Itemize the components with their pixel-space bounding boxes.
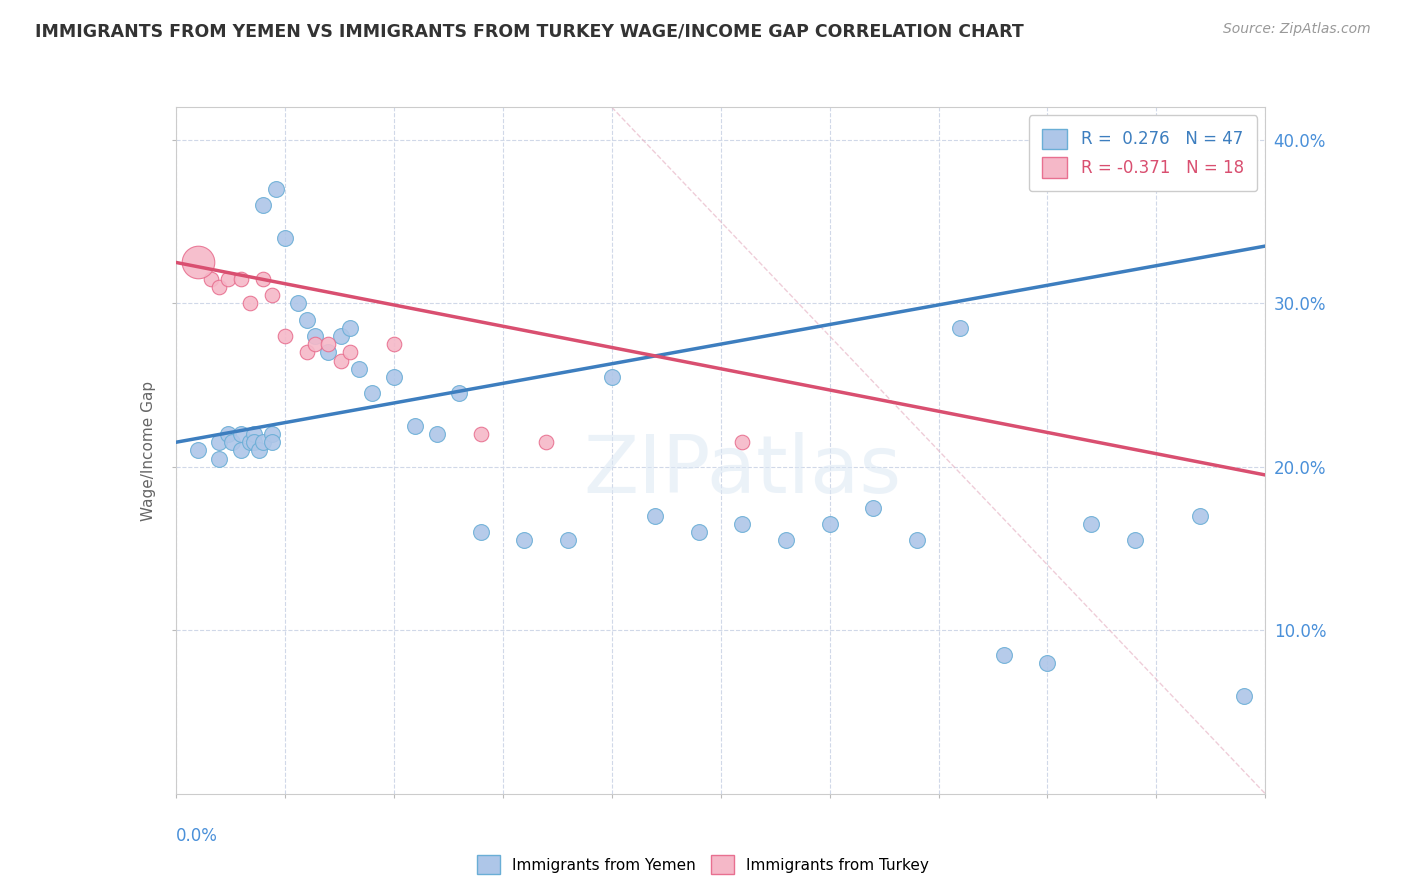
Point bbox=[200, 271, 222, 285]
Point bbox=[217, 427, 239, 442]
Point bbox=[208, 280, 231, 294]
Point bbox=[186, 255, 209, 269]
Point bbox=[264, 182, 287, 196]
Point bbox=[243, 435, 266, 450]
Point bbox=[260, 288, 283, 302]
Point bbox=[993, 648, 1015, 662]
Point bbox=[274, 329, 297, 343]
Point bbox=[775, 533, 797, 548]
Point bbox=[231, 443, 253, 458]
Point bbox=[557, 533, 579, 548]
Text: ZIPatlas: ZIPatlas bbox=[583, 432, 901, 510]
Point bbox=[252, 198, 274, 212]
Point bbox=[239, 296, 262, 310]
Point bbox=[447, 386, 470, 401]
Legend: Immigrants from Yemen, Immigrants from Turkey: Immigrants from Yemen, Immigrants from T… bbox=[471, 849, 935, 880]
Point bbox=[339, 321, 361, 335]
Point bbox=[360, 386, 382, 401]
Point bbox=[905, 533, 928, 548]
Y-axis label: Wage/Income Gap: Wage/Income Gap bbox=[141, 380, 156, 521]
Point bbox=[644, 508, 666, 523]
Point bbox=[295, 345, 318, 359]
Point bbox=[247, 443, 270, 458]
Point bbox=[1036, 656, 1059, 670]
Text: IMMIGRANTS FROM YEMEN VS IMMIGRANTS FROM TURKEY WAGE/INCOME GAP CORRELATION CHAR: IMMIGRANTS FROM YEMEN VS IMMIGRANTS FROM… bbox=[35, 22, 1024, 40]
Legend: R =  0.276   N = 47, R = -0.371   N = 18: R = 0.276 N = 47, R = -0.371 N = 18 bbox=[1029, 115, 1257, 191]
Point bbox=[208, 451, 231, 466]
Point bbox=[221, 435, 243, 450]
Point bbox=[470, 427, 492, 442]
Point bbox=[1189, 508, 1212, 523]
Point bbox=[330, 353, 353, 368]
Point bbox=[318, 337, 340, 351]
Point bbox=[231, 427, 253, 442]
Point bbox=[304, 337, 326, 351]
Point bbox=[862, 500, 884, 515]
Point bbox=[513, 533, 536, 548]
Point bbox=[818, 516, 841, 531]
Point bbox=[217, 271, 239, 285]
Point bbox=[186, 443, 209, 458]
Point bbox=[252, 271, 274, 285]
Point bbox=[318, 345, 340, 359]
Point bbox=[731, 516, 754, 531]
Point bbox=[304, 329, 326, 343]
Text: 0.0%: 0.0% bbox=[176, 827, 218, 845]
Point bbox=[274, 231, 297, 245]
Point bbox=[295, 312, 318, 326]
Point bbox=[347, 361, 370, 376]
Point bbox=[1080, 516, 1102, 531]
Point bbox=[252, 435, 274, 450]
Point bbox=[382, 369, 405, 384]
Point bbox=[339, 345, 361, 359]
Point bbox=[426, 427, 449, 442]
Point bbox=[287, 296, 309, 310]
Point bbox=[208, 435, 231, 450]
Point bbox=[600, 369, 623, 384]
Point bbox=[534, 435, 557, 450]
Point bbox=[1232, 689, 1256, 703]
Point bbox=[330, 329, 353, 343]
Point bbox=[231, 271, 253, 285]
Point bbox=[260, 435, 283, 450]
Point bbox=[470, 525, 492, 540]
Point bbox=[239, 435, 262, 450]
Point bbox=[382, 337, 405, 351]
Point bbox=[949, 321, 972, 335]
Text: Source: ZipAtlas.com: Source: ZipAtlas.com bbox=[1223, 22, 1371, 37]
Point bbox=[260, 427, 283, 442]
Point bbox=[688, 525, 710, 540]
Point bbox=[731, 435, 754, 450]
Point bbox=[405, 418, 427, 433]
Point bbox=[243, 427, 266, 442]
Point bbox=[1123, 533, 1146, 548]
